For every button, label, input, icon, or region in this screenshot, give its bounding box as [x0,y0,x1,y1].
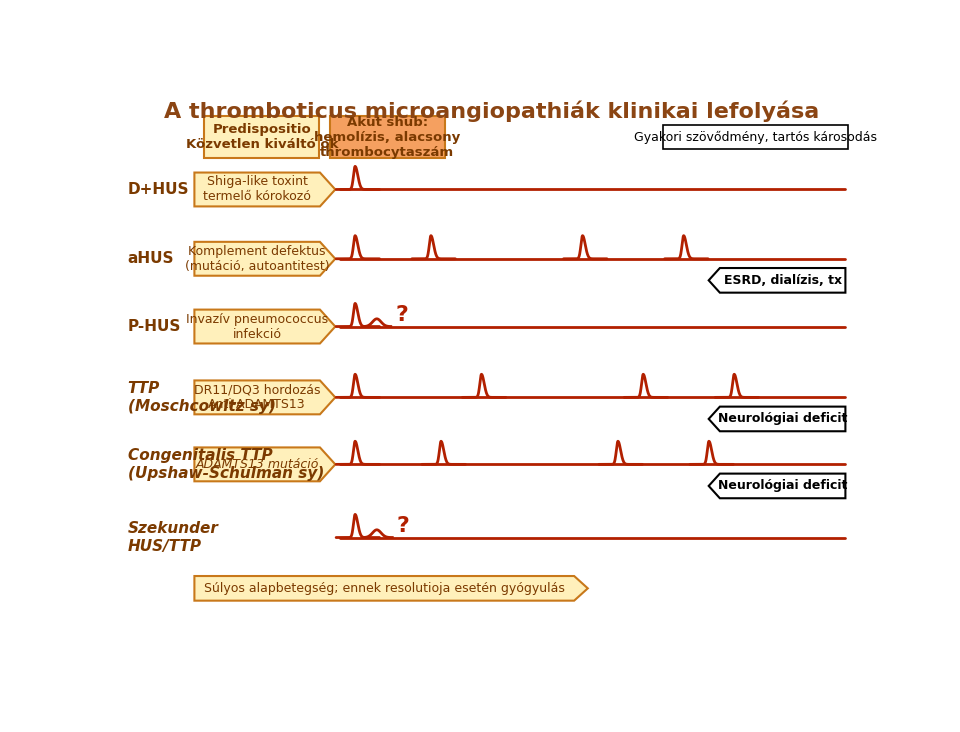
Text: A thromboticus microangiopathiák klinikai lefolyása: A thromboticus microangiopathiák klinika… [164,101,820,122]
Text: Akut shub:
hemolízis, alacsony
thrombocytaszám: Akut shub: hemolízis, alacsony thrombocy… [314,116,461,159]
Text: Gyakori szövődmény, tartós károsodás: Gyakori szövődmény, tartós károsodás [634,130,877,143]
Text: ADAMTS13 mutáció: ADAMTS13 mutáció [196,458,319,471]
Text: Komplement defektus
(mutáció, autoantitest): Komplement defektus (mutáció, autoantite… [185,244,329,273]
Text: Predispositio
Közvetlen kiváltó ok: Predispositio Közvetlen kiváltó ok [185,123,338,151]
FancyBboxPatch shape [330,116,444,158]
Text: P-HUS: P-HUS [128,319,181,334]
Polygon shape [194,173,335,206]
Text: TTP
(Moschcowitz sy): TTP (Moschcowitz sy) [128,381,276,414]
Text: DR11/DQ3 hordozás
Anti-ADAMTS13: DR11/DQ3 hordozás Anti-ADAMTS13 [194,384,321,411]
Text: Súlyos alapbetegség; ennek resolutioja esetén gyógyulás: Súlyos alapbetegség; ennek resolutioja e… [204,582,564,595]
Text: Neurológiai deficit: Neurológiai deficit [718,412,848,425]
Text: ?: ? [396,516,410,536]
Text: Szekunder
HUS/TTP: Szekunder HUS/TTP [128,521,219,553]
Text: ESRD, dialízis, tx: ESRD, dialízis, tx [724,274,842,287]
Text: aHUS: aHUS [128,251,175,266]
Polygon shape [708,268,846,293]
Text: Congenitalis TTP
(Upshaw-Schulman sy): Congenitalis TTP (Upshaw-Schulman sy) [128,448,324,481]
Text: Invazív pneumococcus
infekció: Invazív pneumococcus infekció [186,313,328,340]
Text: Neurológiai deficit: Neurológiai deficit [718,479,848,493]
FancyBboxPatch shape [204,116,319,158]
Text: D+HUS: D+HUS [128,182,189,197]
Polygon shape [194,381,335,414]
Polygon shape [708,474,846,498]
Polygon shape [194,310,335,343]
FancyBboxPatch shape [663,124,848,149]
Polygon shape [194,242,335,276]
Polygon shape [708,406,846,431]
Polygon shape [194,447,335,482]
Text: Shiga-like toxint
termelő kórokozó: Shiga-like toxint termelő kórokozó [204,176,311,203]
Polygon shape [194,576,588,601]
Text: ?: ? [396,305,408,325]
